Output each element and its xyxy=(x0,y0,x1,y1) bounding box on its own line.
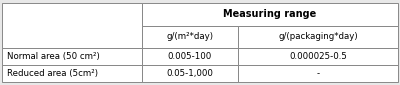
Text: 0.000025-0.5: 0.000025-0.5 xyxy=(289,52,347,61)
Bar xyxy=(238,26,398,48)
Bar xyxy=(2,65,142,82)
Bar xyxy=(142,48,238,65)
Text: 0.005-100: 0.005-100 xyxy=(168,52,212,61)
Bar xyxy=(142,3,398,26)
Text: 0.05-1,000: 0.05-1,000 xyxy=(166,69,214,78)
Text: Measuring range: Measuring range xyxy=(223,9,317,19)
Text: g/(packaging*day): g/(packaging*day) xyxy=(278,32,358,41)
Text: Normal area (50 cm²): Normal area (50 cm²) xyxy=(7,52,100,61)
Bar xyxy=(238,65,398,82)
Text: -: - xyxy=(316,69,320,78)
Text: g/(m²*day): g/(m²*day) xyxy=(166,32,214,41)
Bar xyxy=(2,3,142,48)
Bar xyxy=(142,26,238,48)
Bar xyxy=(2,48,142,65)
Text: Reduced area (5cm²): Reduced area (5cm²) xyxy=(7,69,98,78)
Bar xyxy=(142,65,238,82)
Bar xyxy=(238,48,398,65)
